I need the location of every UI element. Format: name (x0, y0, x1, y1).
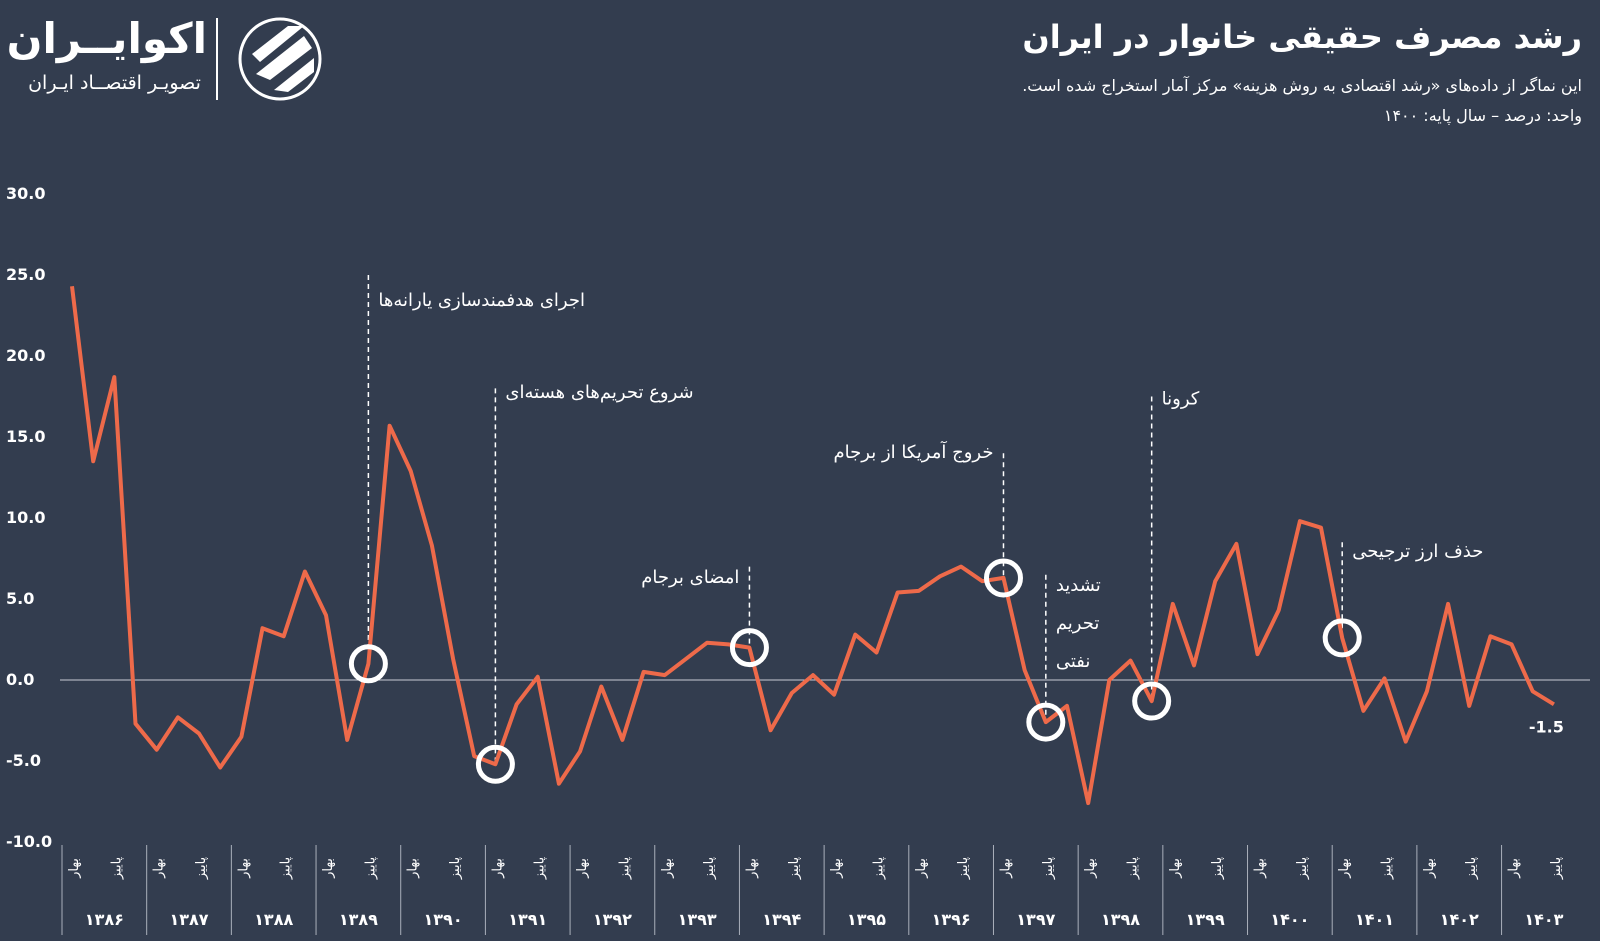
x-quarter-label: بهار (1422, 858, 1437, 879)
annotation-label: اجرای هدفمندسازی یارانه‌ها (378, 290, 585, 311)
x-quarter-label: پاییز (1464, 856, 1479, 880)
ecoiran-logo-icon (238, 17, 322, 101)
event-annotations: اجرای هدفمندسازی یارانه‌ها شروع تحریم‌های… (367, 275, 1483, 765)
x-year-label: ۱۳۸۶ (85, 910, 124, 929)
y-tick-label: 25.0 (6, 265, 45, 284)
x-quarter-label: پاییز (871, 856, 886, 880)
x-quarter-label: بهار (829, 858, 844, 879)
x-year-label: ۱۳۹۸ (1101, 910, 1140, 929)
x-year-label: ۱۳۸۸ (254, 910, 293, 929)
x-quarter-label: پاییز (363, 856, 378, 880)
x-quarter-label: بهار (1507, 858, 1522, 879)
y-tick-label: 5.0 (6, 589, 34, 608)
event-marker-circle (1322, 618, 1362, 658)
x-year-label: ۱۳۹۲ (593, 910, 632, 929)
x-quarter-label: بهار (152, 858, 167, 879)
x-quarter-label: بهار (914, 858, 929, 879)
x-quarter-label: بهار (998, 858, 1013, 879)
x-axis: بهار پاییز ۱۳۸۶ بهار پاییز ۱۳۸۷ بهار پاییز ۱۳۸۸ ب… (61, 845, 1564, 935)
event-marker-circle (1026, 702, 1066, 742)
x-quarter-label: بهار (321, 858, 336, 879)
x-year-label: ۱۳۸۹ (339, 910, 378, 929)
brand-tagline: تصویـر اقتصــاد ایـران (28, 72, 201, 94)
y-tick-label: -5.0 (6, 751, 41, 770)
event-marker-circle (983, 558, 1023, 598)
x-quarter-label: پاییز (1549, 856, 1564, 880)
series-line-household-consumption (70, 286, 1555, 806)
x-quarter-label: پاییز (702, 856, 717, 880)
x-quarter-label: بهار (1337, 858, 1352, 879)
x-quarter-label: پاییز (1295, 856, 1310, 880)
x-year-label: ۱۴۰۲ (1440, 910, 1479, 929)
annotation-label: حذف ارز ترجیحی (1352, 541, 1483, 562)
chart-title: رشد مصرف حقیقی خانوار در ایران (1022, 18, 1582, 56)
x-quarter-label: پاییز (533, 856, 548, 880)
x-quarter-label: پاییز (1210, 856, 1225, 880)
y-tick-label: 30.0 (6, 184, 45, 203)
x-quarter-label: پاییز (1041, 856, 1056, 880)
event-marker-circle (729, 628, 769, 668)
x-year-label: ۱۳۹۶ (932, 910, 971, 929)
x-quarter-label: بهار (406, 858, 421, 879)
y-tick-label: 20.0 (6, 346, 45, 365)
y-axis: 30.0 25.0 20.0 15.0 10.0 5.0 0.0 -5.0 -10.0 (6, 184, 52, 851)
x-year-label: ۱۳۹۱ (508, 910, 547, 929)
x-quarter-label: پاییز (109, 856, 124, 880)
annotation-label: امضای برجام (641, 567, 739, 588)
x-quarter-label: بهار (67, 858, 82, 879)
x-quarter-label: پاییز (448, 856, 463, 880)
annotation-label: کرونا (1162, 389, 1200, 410)
annotation-label: خروج آمریکا از برجام (834, 440, 994, 463)
x-year-label: ۱۳۹۵ (847, 910, 886, 929)
x-quarter-label: بهار (575, 858, 590, 879)
annotation-label-line: نفتی (1056, 651, 1091, 672)
annotation-label-line: تشدید (1056, 575, 1101, 596)
annotation-label: شروع تحریم‌های هسته‌ای (505, 382, 693, 403)
x-year-label: ۱۴۰۳ (1524, 910, 1563, 929)
chart-unit-note: واحد: درصد – سال پایه: ۱۴۰۰ (1383, 106, 1582, 125)
y-tick-label: 0.0 (6, 670, 34, 689)
event-marker-circle (475, 744, 515, 784)
x-quarter-label: پاییز (1126, 856, 1141, 880)
x-quarter-label: بهار (744, 858, 759, 879)
event-marker-circle (348, 644, 388, 684)
end-value-label: -1.5 (1529, 717, 1564, 736)
logo-divider (216, 18, 218, 100)
x-year-label: ۱۳۹۷ (1016, 910, 1055, 929)
chart-subtitle: این نماگر از داده‌های «رشد اقتصادی به رو… (1022, 76, 1582, 95)
x-quarter-label: بهار (660, 858, 675, 879)
annotation-label-line: تحریم (1056, 613, 1100, 634)
y-tick-label: -10.0 (6, 832, 52, 851)
x-year-label: ۱۴۰۰ (1270, 910, 1309, 929)
x-year-label: ۱۳۸۷ (169, 910, 208, 929)
x-quarter-label: بهار (1253, 858, 1268, 879)
x-year-label: ۱۴۰۱ (1355, 910, 1394, 929)
y-tick-label: 10.0 (6, 508, 45, 527)
x-year-label: ۱۳۹۴ (762, 910, 801, 929)
x-year-label: ۱۳۹۳ (678, 910, 717, 929)
x-year-label: ۱۳۹۹ (1186, 910, 1225, 929)
x-quarter-label: بهار (490, 858, 505, 879)
x-quarter-label: بهار (236, 858, 251, 879)
x-quarter-label: بهار (1083, 858, 1098, 879)
brand-logo[interactable]: اکوایــران تصویـر اقتصــاد ایـران (6, 14, 342, 104)
x-quarter-label: پاییز (617, 856, 632, 880)
x-quarter-label: پاییز (956, 856, 971, 880)
event-markers (348, 558, 1362, 784)
x-quarter-label: پاییز (1380, 856, 1395, 880)
event-marker-circle (1132, 681, 1172, 721)
x-quarter-label: پاییز (279, 856, 294, 880)
x-year-label: ۱۳۹۰ (424, 910, 463, 929)
x-quarter-label: پاییز (194, 856, 209, 880)
brand-name: اکوایــران (6, 14, 207, 63)
x-quarter-label: بهار (1168, 858, 1183, 879)
x-quarter-label: پاییز (787, 856, 802, 880)
y-tick-label: 15.0 (6, 427, 45, 446)
